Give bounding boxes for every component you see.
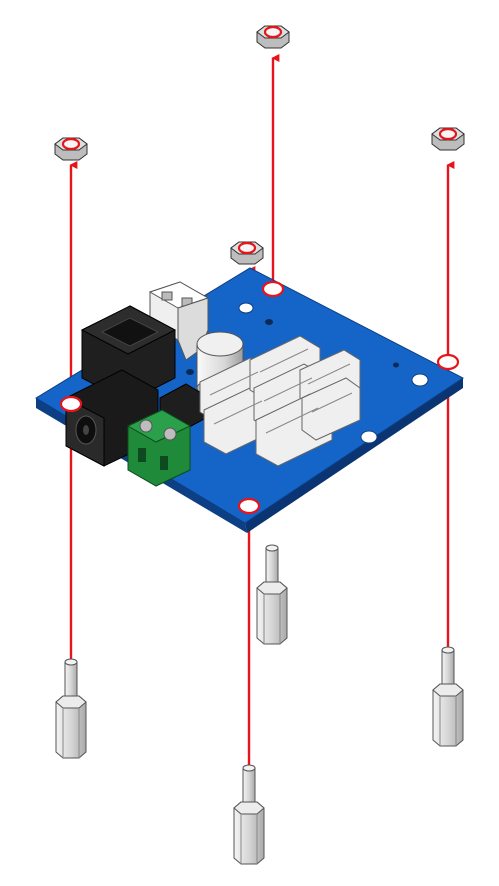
hex-nut-icon (431, 127, 465, 151)
mounting-hole-right (436, 353, 460, 371)
jst-pins (209, 348, 353, 434)
mounting-hole-front (237, 497, 261, 515)
circuit-board (35, 267, 464, 533)
hex-standoff-icon (256, 544, 288, 645)
hex-nut-icon (256, 25, 290, 49)
mounting-hole-left (59, 395, 83, 413)
mounting-holes (59, 280, 460, 515)
pcb-edge-right (245, 378, 463, 533)
terminal-block (126, 409, 192, 487)
pcb-hole (360, 430, 378, 444)
pcb-hole (238, 302, 254, 314)
mounting-hole-back (261, 280, 285, 298)
pcb-hole (186, 369, 194, 375)
hex-standoff-icon (55, 658, 87, 759)
hex-nut-icon (54, 137, 88, 161)
pcb-hole (411, 373, 429, 387)
hex-standoffs (55, 544, 464, 865)
pcb-hole (265, 319, 273, 325)
hex-standoff-icon (432, 646, 464, 747)
hex-standoff-icon (233, 764, 265, 865)
hex-nut-icon (230, 241, 264, 265)
pcb-hole (393, 362, 399, 368)
hex-nuts (54, 25, 465, 265)
